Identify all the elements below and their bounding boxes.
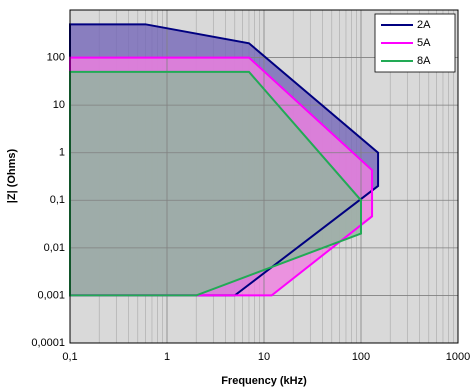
x-tick-label: 0,1 xyxy=(62,351,77,363)
y-tick-label: 0,001 xyxy=(37,289,65,301)
x-tick-label: 10 xyxy=(258,351,270,363)
y-tick-label: 100 xyxy=(47,51,65,63)
area xyxy=(70,71,361,296)
x-tick-label: 1000 xyxy=(446,351,470,363)
legend-label: 2A xyxy=(417,19,431,31)
plot-border xyxy=(69,9,459,344)
y-tick-label: 10 xyxy=(53,99,65,111)
legend-label: 5A xyxy=(417,37,431,49)
y-tick-label: 0,01 xyxy=(44,242,65,254)
legend-label: 8A xyxy=(417,55,431,67)
x-tick-label: 100 xyxy=(352,351,370,363)
y-axis-title: |Z| (Ohms) xyxy=(6,148,18,203)
y-tick-label: 0,0001 xyxy=(31,337,65,349)
y-tick-label: 1 xyxy=(59,147,65,159)
x-axis-title: Frequency (kHz) xyxy=(221,375,307,387)
y-tick-label: 0,1 xyxy=(50,194,65,206)
x-tick-label: 1 xyxy=(164,351,170,363)
